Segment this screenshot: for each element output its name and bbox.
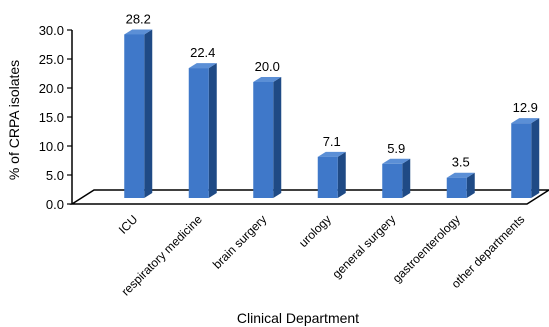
bar-front-face xyxy=(188,68,209,198)
y-tick-label: 10.0 xyxy=(39,139,64,154)
bar xyxy=(317,151,346,198)
x-tick-label: urology xyxy=(296,212,334,250)
bar-front-face xyxy=(124,34,145,198)
x-tick-label: gastroenterology xyxy=(390,212,463,285)
x-tick-label: ICU xyxy=(116,212,141,237)
bar-top-face xyxy=(382,158,411,164)
x-tick-label: brain surgery xyxy=(210,212,269,271)
y-tick-label: 25.0 xyxy=(39,52,64,67)
bar-top-face xyxy=(188,63,217,69)
bar-front-face xyxy=(317,156,338,198)
x-axis-title: Clinical Department xyxy=(237,310,359,326)
data-label: 7.1 xyxy=(323,134,341,149)
bar-side-face xyxy=(466,172,475,198)
data-label: 12.9 xyxy=(513,100,538,115)
data-label: 28.2 xyxy=(126,11,151,26)
y-tick-label: 0.0 xyxy=(46,197,64,212)
y-tick-label: 30.0 xyxy=(39,23,64,38)
bar xyxy=(382,158,411,198)
bar-front-face xyxy=(446,177,467,198)
bar-side-face xyxy=(144,29,153,198)
data-label: 5.9 xyxy=(387,141,405,156)
y-tick-label: 15.0 xyxy=(39,110,64,125)
bar-side-face xyxy=(273,77,282,198)
bar-top-face xyxy=(446,172,475,178)
y-axis-title: % of CRPA isolates xyxy=(6,60,22,180)
bar-side-face xyxy=(208,63,217,198)
data-labels: 28.2 22.4 20.0 7.1 5.9 3.5 12.9 xyxy=(126,11,538,169)
bar-side-face xyxy=(337,151,346,198)
y-tick-label: 20.0 xyxy=(39,81,64,96)
y-tick-label: 5.0 xyxy=(46,168,64,183)
bar xyxy=(188,63,217,198)
bar-side-face xyxy=(402,158,411,198)
bar-front-face xyxy=(382,163,403,198)
bar xyxy=(124,29,153,198)
bar-front-face xyxy=(511,123,532,198)
bar-top-face xyxy=(253,77,282,82)
data-label: 3.5 xyxy=(452,155,470,170)
bar xyxy=(511,118,540,198)
bars xyxy=(124,29,540,198)
data-label: 20.0 xyxy=(255,59,280,74)
data-label: 22.4 xyxy=(190,45,215,60)
bar-top-face xyxy=(511,118,540,124)
bar-side-face xyxy=(531,118,540,198)
bar-front-face xyxy=(253,82,274,198)
bar xyxy=(446,172,475,198)
x-tick-label: general surgery xyxy=(330,212,399,281)
bar xyxy=(253,77,282,198)
y-axis: 0.0 5.0 10.0 15.0 20.0 25.0 30.0 xyxy=(39,23,73,212)
bar-top-face xyxy=(124,29,153,35)
bar-top-face xyxy=(317,151,346,157)
